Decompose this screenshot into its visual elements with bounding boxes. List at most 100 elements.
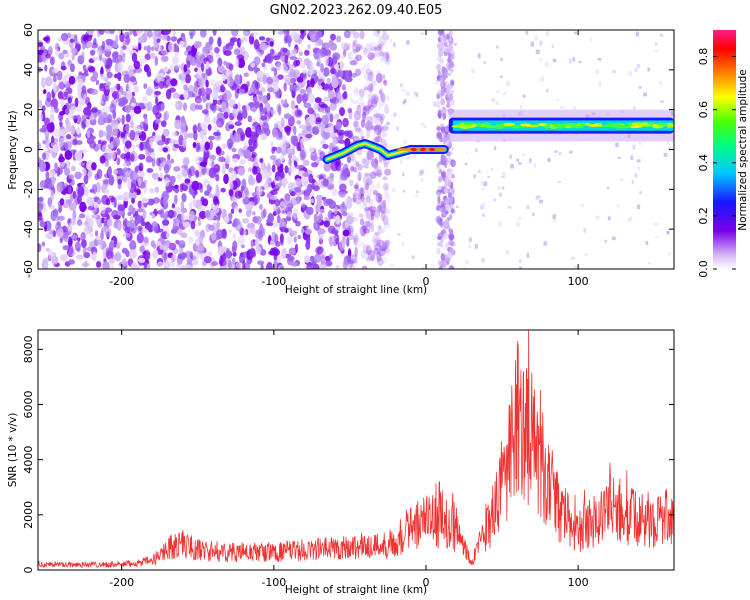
- spectrogram-noise-cell: [64, 167, 70, 176]
- spectrogram-noise-cell: [270, 189, 278, 195]
- spectrogram-background-cell: [509, 154, 512, 159]
- spectrogram-noise-cell: [241, 191, 246, 199]
- spectrogram-background-cell: [666, 141, 670, 145]
- spectrogram-noise-cell: [349, 60, 357, 66]
- spectrogram-noise-cell: [321, 114, 329, 125]
- spectrogram-noise-cell: [293, 236, 297, 243]
- spectrogram-noise-cell: [360, 193, 365, 203]
- spectrogram-noise-cell: [182, 157, 190, 166]
- spectrogram-background-cell: [663, 153, 668, 157]
- spectrogram-background-cell: [448, 41, 452, 46]
- spectrogram-background-cell: [390, 264, 394, 267]
- colorbar-tick-label: 0.2: [697, 207, 710, 225]
- spectrogram-noise-cell: [176, 229, 183, 236]
- spectrogram-noise-cell: [216, 117, 224, 128]
- spectrogram-noise-cell: [129, 129, 136, 141]
- spectrogram-stripe-cell: [447, 139, 452, 148]
- spectrogram-noise-cell: [56, 220, 61, 227]
- spectrogram-noise-cell: [370, 125, 379, 131]
- spectrogram-stripe-cell: [441, 259, 446, 268]
- spectrogram-background-cell: [498, 192, 503, 197]
- spectrogram-noise-cell: [295, 177, 302, 188]
- spectrogram-noise-cell: [157, 140, 165, 146]
- spectrogram-background-cell: [413, 153, 416, 158]
- spectrogram-noise-cell: [58, 52, 65, 60]
- spectrogram-stripe-cell: [448, 30, 453, 37]
- spectrogram-noise-cell: [378, 43, 383, 52]
- spectrogram-noise-cell: [260, 263, 264, 269]
- spectrogram-stripe-cell: [436, 41, 442, 50]
- spectrogram-noise-cell: [352, 194, 357, 203]
- spectrogram-noise-cell: [139, 58, 148, 64]
- spectrogram-background-cell: [495, 45, 500, 49]
- spectrogram-noise-cell: [79, 201, 87, 213]
- spectrogram-noise-cell: [183, 90, 189, 100]
- spectrogram-stripe-cell: [443, 187, 449, 193]
- spectrogram-noise-cell: [355, 54, 363, 62]
- spectrogram-noise-cell: [128, 204, 134, 215]
- spectrogram-background-cell: [595, 69, 599, 75]
- spectrogram-noise-cell: [250, 32, 254, 37]
- spectrogram-stripe-cell: [441, 253, 445, 259]
- spectrogram-noise-cell: [361, 158, 367, 165]
- spectrogram-background-cell: [654, 222, 658, 226]
- spectrogram-background-cell: [543, 241, 547, 246]
- spectrogram-noise-cell: [100, 130, 107, 137]
- spectrogram-background-cell: [506, 80, 511, 86]
- spectrogram-noise-cell: [108, 174, 115, 186]
- spectrogram-noise-cell: [323, 220, 330, 228]
- spectrogram-noise-cell: [366, 195, 371, 203]
- spectrogram-noise-cell: [366, 149, 374, 159]
- spectrogram-background-cell: [500, 75, 503, 78]
- spectrogram-noise-cell: [376, 33, 382, 39]
- spectrogram-noise-cell: [133, 125, 141, 132]
- spectrogram-noise-cell: [314, 97, 322, 104]
- spectrogram-noise-cell: [338, 240, 346, 251]
- spectrogram-noise-cell: [278, 131, 283, 139]
- spectrogram-noise-cell: [174, 187, 180, 194]
- signal-band-core-cell: [520, 123, 532, 127]
- spectrogram-background-cell: [666, 231, 670, 234]
- spectrogram-noise-cell: [57, 91, 64, 100]
- spectrogram-noise-cell: [384, 187, 389, 199]
- spectrogram-background-cell: [420, 122, 425, 126]
- spectrogram-noise-cell: [161, 34, 168, 41]
- spectrogram-noise-cell: [262, 74, 268, 85]
- spectrogram-noise-cell: [378, 89, 383, 95]
- spectrogram-noise-cell: [82, 64, 87, 71]
- spectrogram-noise-cell: [163, 112, 167, 124]
- spectrogram-background-cell: [516, 221, 520, 227]
- spectrogram-noise-cell: [271, 67, 277, 72]
- spectrogram-background-cell: [636, 63, 640, 69]
- spectrogram-noise-cell: [381, 33, 390, 41]
- snr-marks: [38, 330, 674, 569]
- spectrogram-noise-cell: [274, 233, 279, 245]
- spectrogram-noise-cell: [381, 92, 386, 103]
- spectrogram-noise-cell: [334, 121, 343, 130]
- spectrogram-noise-cell: [202, 198, 209, 207]
- spectrogram-noise-cell: [183, 84, 188, 91]
- spectrogram-noise-cell: [350, 166, 355, 172]
- spectrogram-noise-cell: [270, 195, 278, 201]
- spectrogram-noise-cell: [208, 36, 214, 46]
- spectrogram-stripe-cell: [437, 49, 444, 58]
- spectrogram-noise-cell: [133, 84, 138, 90]
- spectrogram-background-cell: [532, 212, 535, 217]
- spectrogram-noise-cell: [133, 60, 141, 70]
- spectrogram-noise-cell: [168, 42, 175, 53]
- spectrogram-noise-cell: [383, 79, 387, 85]
- spectrogram-noise-cell: [353, 120, 358, 131]
- spectrogram-noise-cell: [200, 62, 205, 73]
- spectrogram-noise-cell: [269, 154, 277, 161]
- spectrogram-noise-cell: [238, 88, 246, 95]
- spectrogram-noise-cell: [272, 127, 278, 138]
- spectrogram-noise-cell: [376, 257, 384, 267]
- snr-y-axis-title: SNR (10 * v/v): [7, 413, 19, 488]
- spectrogram-noise-cell: [121, 257, 127, 267]
- spectrogram-stripe-cell: [451, 188, 455, 196]
- spectrogram-noise-cell: [157, 261, 164, 267]
- spectrogram-background-cell: [544, 62, 549, 67]
- spectrogram-noise-cell: [307, 93, 316, 104]
- spectrogram-noise-cell: [192, 124, 198, 134]
- spectrogram-noise-cell: [374, 210, 380, 221]
